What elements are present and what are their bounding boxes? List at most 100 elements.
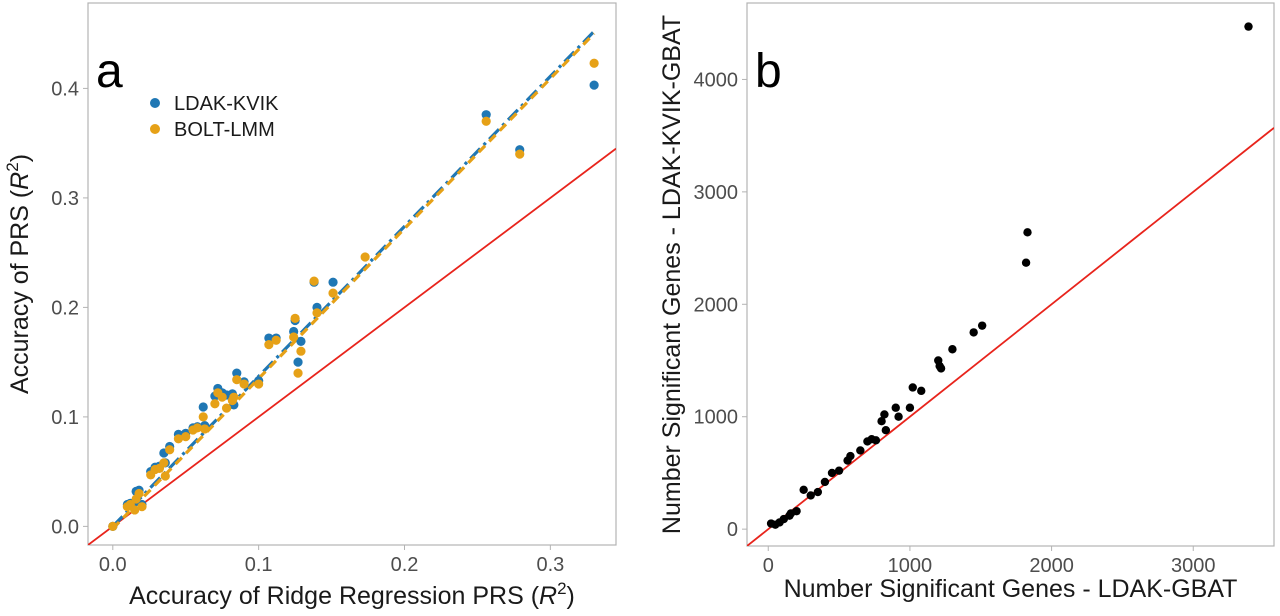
- data-point: [217, 392, 227, 402]
- data-point: [481, 116, 491, 126]
- x-tick-label: 0.0: [99, 554, 127, 576]
- data-point: [905, 403, 915, 412]
- data-point: [846, 451, 855, 461]
- data-point: [820, 477, 830, 487]
- x-tick-label: 0.1: [245, 554, 273, 576]
- y-tick-label: 0.0: [51, 516, 79, 538]
- data-point: [880, 410, 889, 419]
- data-point: [481, 110, 491, 120]
- data-point: [894, 412, 903, 421]
- data-point: [173, 434, 184, 444]
- data-point: [799, 485, 808, 494]
- y-tick-label: 2000: [694, 294, 739, 316]
- data-point: [834, 466, 844, 475]
- x-tick-label: 0.2: [391, 554, 419, 576]
- data-point: [221, 403, 232, 413]
- data-point: [264, 333, 274, 343]
- data-point: [328, 277, 338, 287]
- data-point: [296, 346, 306, 356]
- data-point: [891, 403, 900, 412]
- plot-frame: [87, 2, 617, 546]
- data-point: [290, 313, 300, 323]
- data-point: [289, 332, 299, 342]
- data-point: [198, 402, 208, 412]
- legend-label: BOLT-LMM: [174, 119, 275, 141]
- data-point: [515, 149, 525, 159]
- x-tick-label: 1000: [888, 555, 933, 577]
- x-axis-title: Accuracy of Ridge Regression PRS (R2): [129, 579, 575, 610]
- data-point: [165, 445, 175, 455]
- legend: LDAK-KVIK BOLT-LMM: [150, 93, 279, 141]
- data-point: [948, 345, 957, 354]
- data-point: [181, 432, 191, 442]
- data-point: [792, 506, 801, 516]
- data-point: [917, 386, 926, 396]
- fit-line: [111, 32, 596, 530]
- y-tick-label: 0.3: [51, 188, 79, 210]
- y-tick-label: 0.2: [51, 297, 79, 319]
- data-point: [271, 335, 281, 345]
- data-point: [1023, 228, 1032, 237]
- x-tick-label: 0.3: [536, 554, 564, 576]
- data-point: [108, 521, 118, 531]
- data-point: [192, 423, 202, 433]
- data-point: [232, 375, 242, 385]
- data-point: [312, 308, 322, 318]
- data-point: [293, 357, 303, 367]
- data-point: [296, 336, 306, 346]
- data-point: [360, 252, 370, 262]
- plot-frame: [746, 2, 1275, 547]
- y-tick-label: 0: [727, 519, 738, 541]
- data-point: [198, 412, 208, 422]
- data-point: [160, 471, 170, 481]
- data-point: [806, 491, 815, 500]
- legend-label: LDAK-KVIK: [174, 93, 279, 115]
- y-tick-label: 3000: [694, 182, 739, 204]
- data-point: [200, 424, 210, 434]
- data-point: [264, 340, 274, 350]
- data-point: [137, 502, 147, 512]
- data-point: [210, 399, 220, 409]
- x-axis-title: Number Significant Genes - LDAK-GBAT: [784, 575, 1238, 603]
- plot-area: [747, 22, 1274, 546]
- reference-line: [747, 127, 1274, 546]
- data-point: [813, 487, 823, 497]
- data-point: [589, 80, 599, 90]
- y-tick-label: 1000: [694, 407, 739, 429]
- data-point: [159, 458, 169, 468]
- legend-marker: [150, 98, 160, 108]
- data-point: [293, 368, 303, 378]
- x-tick-label: 2000: [1029, 555, 1074, 577]
- data-point: [1021, 258, 1031, 267]
- data-point: [881, 426, 891, 435]
- data-point: [827, 468, 837, 478]
- data-point: [908, 383, 917, 392]
- panel-a: 0.0 0.1 0.2 0.3 0.0 0.1 0.2 0.3 0.4 Accuracy of R…: [3, 2, 617, 610]
- y-tick-label: 0.1: [51, 407, 79, 429]
- data-point: [232, 368, 242, 378]
- x-tick-label: 0: [763, 555, 774, 577]
- data-point: [1244, 22, 1253, 31]
- data-point: [877, 417, 886, 426]
- data-point: [977, 321, 987, 330]
- reference-line: [88, 147, 616, 545]
- y-axis-title: Number Significant Genes - LDAK-KVIK-GBA…: [658, 15, 686, 534]
- data-point: [229, 392, 239, 402]
- data-point: [856, 446, 865, 455]
- legend-marker: [150, 124, 160, 134]
- panel-b: 0 1000 2000 3000 0 1000 2000 3000 4000 Number Sig…: [658, 2, 1275, 603]
- x-tick-label: 3000: [1171, 555, 1216, 577]
- data-point: [969, 328, 978, 337]
- data-point: [130, 505, 140, 515]
- data-point: [328, 288, 338, 298]
- data-point: [309, 276, 319, 286]
- y-tick-label: 0.4: [51, 78, 79, 100]
- data-point: [134, 488, 144, 499]
- data-point: [589, 58, 599, 68]
- data-point: [254, 379, 264, 389]
- data-point: [871, 436, 881, 445]
- panel-label: a: [96, 45, 123, 98]
- y-axis-title: Accuracy of PRS (R2): [3, 154, 34, 394]
- plot-area: [88, 30, 616, 545]
